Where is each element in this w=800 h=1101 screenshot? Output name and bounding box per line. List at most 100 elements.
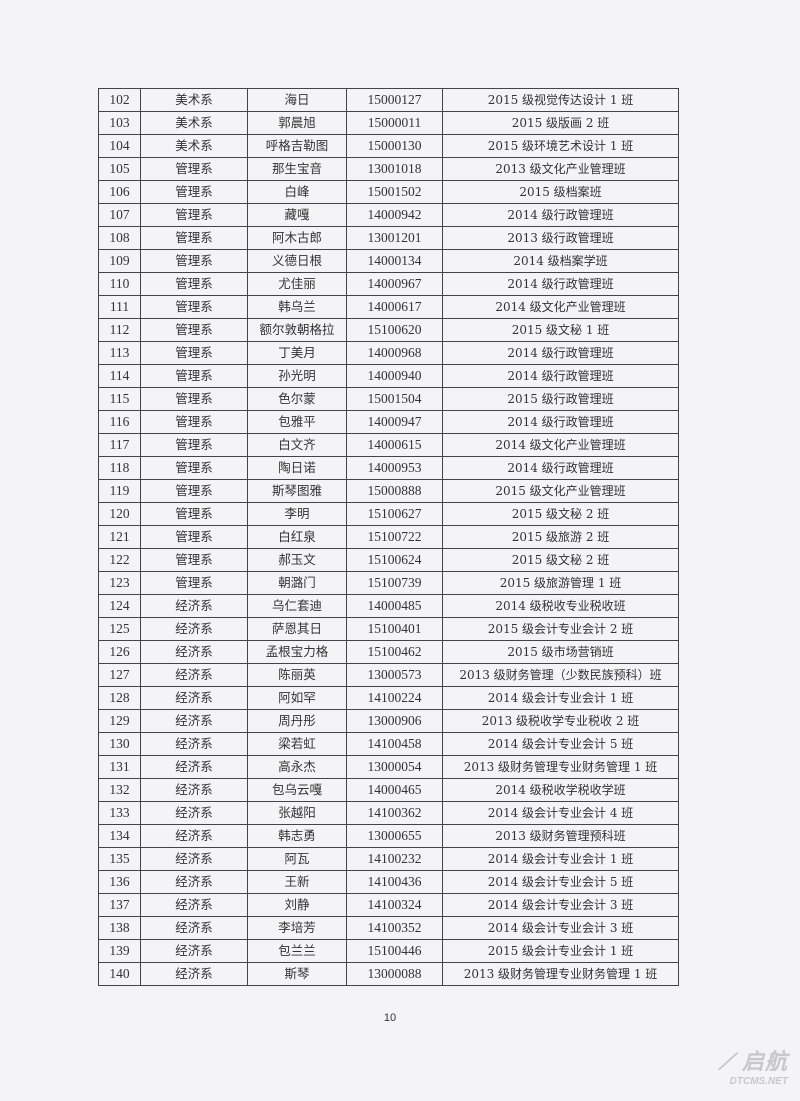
student-id-cell: 14000615	[346, 433, 443, 457]
row-number-cell: 123	[98, 571, 141, 595]
table-row: 102 美术系 海日 15000127 2015 级视觉传达设计 1 班	[98, 88, 679, 112]
student-id-cell: 14100224	[346, 686, 443, 710]
class-name-cell: 2014 级文化产业管理班	[442, 433, 679, 457]
table-row: 127 经济系 陈丽英 13000573 2013 级财务管理（少数民族预科）班	[98, 663, 679, 687]
class-name-cell: 2014 级会计专业会计 4 班	[442, 801, 679, 825]
student-id-cell: 14100458	[346, 732, 443, 756]
table-row: 135 经济系 阿瓦 14100232 2014 级会计专业会计 1 班	[98, 847, 679, 871]
page-number: 10	[383, 1012, 397, 1024]
row-number-cell: 112	[98, 318, 141, 342]
student-name-cell: 郭晨旭	[247, 111, 347, 135]
student-id-cell: 15000130	[346, 134, 443, 158]
table-row: 117 管理系 白文齐 14000615 2014 级文化产业管理班	[98, 433, 679, 457]
department-cell: 管理系	[140, 410, 248, 434]
class-name-cell: 2013 级财务管理专业财务管理 1 班	[442, 962, 679, 986]
table-row: 136 经济系 王新 14100436 2014 级会计专业会计 5 班	[98, 870, 679, 894]
table-row: 109 管理系 义德日根 14000134 2014 级档案学班	[98, 249, 679, 273]
table-row: 132 经济系 包乌云嘎 14000465 2014 级税收学税收学班	[98, 778, 679, 802]
class-name-cell: 2014 级文化产业管理班	[442, 295, 679, 319]
row-number-cell: 107	[98, 203, 141, 227]
table-row: 115 管理系 色尔蒙 15001504 2015 级行政管理班	[98, 387, 679, 411]
department-cell: 经济系	[140, 893, 248, 917]
table-row: 139 经济系 包兰兰 15100446 2015 级会计专业会计 1 班	[98, 939, 679, 963]
student-id-cell: 14000968	[346, 341, 443, 365]
row-number-cell: 135	[98, 847, 141, 871]
row-number-cell: 106	[98, 180, 141, 204]
row-number-cell: 132	[98, 778, 141, 802]
student-list-table: 102 美术系 海日 15000127 2015 级视觉传达设计 1 班 103 美术系 郭晨…	[98, 88, 679, 986]
class-name-cell: 2015 级会计专业会计 1 班	[442, 939, 679, 963]
table-row: 138 经济系 李培芳 14100352 2014 级会计专业会计 3 班	[98, 916, 679, 940]
student-name-cell: 韩乌兰	[247, 295, 347, 319]
student-name-cell: 白红泉	[247, 525, 347, 549]
table-row: 130 经济系 梁若虹 14100458 2014 级会计专业会计 5 班	[98, 732, 679, 756]
class-name-cell: 2015 级旅游 2 班	[442, 525, 679, 549]
class-name-cell: 2015 级视觉传达设计 1 班	[442, 88, 679, 112]
student-id-cell: 15100739	[346, 571, 443, 595]
class-name-cell: 2013 级财务管理专业财务管理 1 班	[442, 755, 679, 779]
row-number-cell: 127	[98, 663, 141, 687]
table-row: 121 管理系 白红泉 15100722 2015 级旅游 2 班	[98, 525, 679, 549]
table-body: 102 美术系 海日 15000127 2015 级视觉传达设计 1 班 103 美术系 郭晨…	[98, 88, 679, 986]
student-id-cell: 15100446	[346, 939, 443, 963]
table-row: 113 管理系 丁美月 14000968 2014 级行政管理班	[98, 341, 679, 365]
department-cell: 经济系	[140, 824, 248, 848]
table-row: 114 管理系 孙光明 14000940 2014 级行政管理班	[98, 364, 679, 388]
class-name-cell: 2014 级会计专业会计 5 班	[442, 732, 679, 756]
student-name-cell: 李明	[247, 502, 347, 526]
row-number-cell: 133	[98, 801, 141, 825]
row-number-cell: 139	[98, 939, 141, 963]
class-name-cell: 2014 级行政管理班	[442, 410, 679, 434]
department-cell: 经济系	[140, 686, 248, 710]
department-cell: 管理系	[140, 318, 248, 342]
student-id-cell: 15001502	[346, 180, 443, 204]
department-cell: 管理系	[140, 433, 248, 457]
student-name-cell: 陶日诺	[247, 456, 347, 480]
row-number-cell: 113	[98, 341, 141, 365]
department-cell: 经济系	[140, 916, 248, 940]
department-cell: 经济系	[140, 594, 248, 618]
student-name-cell: 阿如罕	[247, 686, 347, 710]
row-number-cell: 118	[98, 456, 141, 480]
student-name-cell: 孟根宝力格	[247, 640, 347, 664]
table-row: 116 管理系 包雅平 14000947 2014 级行政管理班	[98, 410, 679, 434]
department-cell: 经济系	[140, 847, 248, 871]
student-id-cell: 14000485	[346, 594, 443, 618]
student-id-cell: 13001201	[346, 226, 443, 250]
table-row: 129 经济系 周丹彤 13000906 2013 级税收学专业税收 2 班	[98, 709, 679, 733]
student-name-cell: 周丹彤	[247, 709, 347, 733]
department-cell: 经济系	[140, 962, 248, 986]
class-name-cell: 2015 级会计专业会计 2 班	[442, 617, 679, 641]
class-name-cell: 2015 级文秘 1 班	[442, 318, 679, 342]
department-cell: 管理系	[140, 295, 248, 319]
row-number-cell: 102	[98, 88, 141, 112]
student-name-cell: 王新	[247, 870, 347, 894]
table-row: 125 经济系 萨恩其日 15100401 2015 级会计专业会计 2 班	[98, 617, 679, 641]
student-id-cell: 13000906	[346, 709, 443, 733]
student-id-cell: 14000953	[346, 456, 443, 480]
row-number-cell: 120	[98, 502, 141, 526]
student-id-cell: 15100401	[346, 617, 443, 641]
table-row: 119 管理系 斯琴图雅 15000888 2015 级文化产业管理班	[98, 479, 679, 503]
department-cell: 经济系	[140, 617, 248, 641]
student-name-cell: 孙光明	[247, 364, 347, 388]
row-number-cell: 109	[98, 249, 141, 273]
department-cell: 管理系	[140, 272, 248, 296]
student-name-cell: 包乌云嘎	[247, 778, 347, 802]
student-id-cell: 14000617	[346, 295, 443, 319]
student-id-cell: 14000967	[346, 272, 443, 296]
student-name-cell: 白峰	[247, 180, 347, 204]
table-row: 107 管理系 藏嘎 14000942 2014 级行政管理班	[98, 203, 679, 227]
department-cell: 经济系	[140, 732, 248, 756]
department-cell: 经济系	[140, 870, 248, 894]
student-name-cell: 那生宝音	[247, 157, 347, 181]
row-number-cell: 136	[98, 870, 141, 894]
student-name-cell: 海日	[247, 88, 347, 112]
department-cell: 经济系	[140, 709, 248, 733]
class-name-cell: 2015 级文秘 2 班	[442, 548, 679, 572]
student-id-cell: 13000088	[346, 962, 443, 986]
class-name-cell: 2014 级行政管理班	[442, 272, 679, 296]
row-number-cell: 122	[98, 548, 141, 572]
row-number-cell: 126	[98, 640, 141, 664]
student-name-cell: 韩志勇	[247, 824, 347, 848]
